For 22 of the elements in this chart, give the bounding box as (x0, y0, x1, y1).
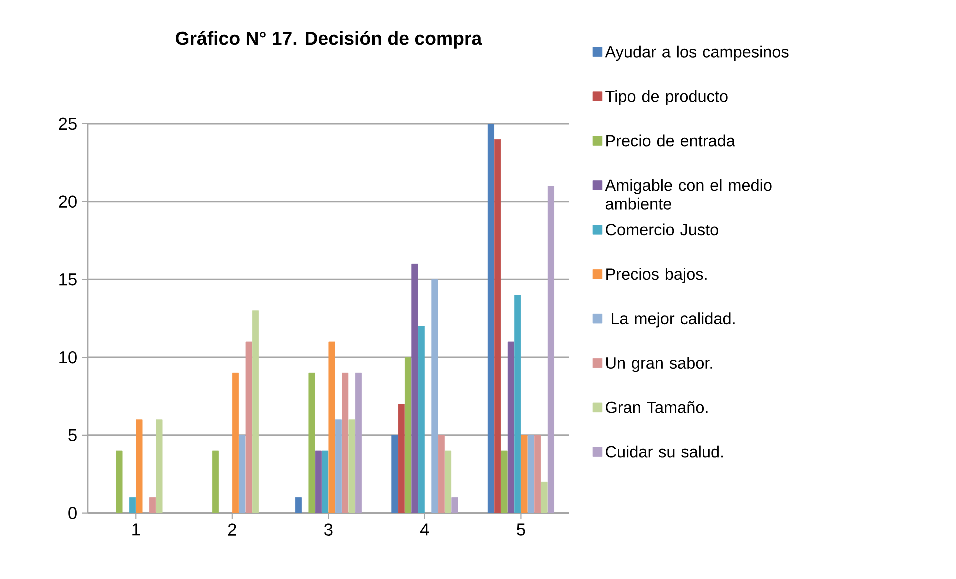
y-tick-label: 20 (59, 196, 77, 208)
y-tick-label: 25 (59, 118, 77, 130)
legend-label: Tipo de producto (606, 90, 728, 106)
legend-label: Ayudar a los campesinos (605, 46, 789, 62)
x-tick-label: 2 (228, 524, 236, 536)
legend-label: Cuidar su salud. (606, 446, 724, 458)
y-tick-label: 10 (60, 352, 77, 364)
x-tick-label: 5 (517, 524, 526, 536)
x-tick-label: 3 (324, 524, 333, 536)
x-tick-label: 1 (132, 524, 140, 536)
x-tick-label: 4 (420, 524, 430, 536)
legend-label: Un gran sabor. (606, 357, 712, 372)
legend-label: Gran Tamaño. (606, 402, 708, 414)
legend-label: La mejor calidad. (612, 312, 735, 328)
y-tick-label: 0 (68, 507, 77, 520)
legend-label: Precios bajos. (606, 268, 707, 284)
legend-label: Precio de entrada (606, 134, 736, 147)
y-tick-label: 15 (60, 274, 77, 286)
legend-label: Comercio Justo (606, 224, 718, 236)
legend-label: Amigable con el medio ambiente (605, 179, 772, 210)
y-tick-label: 5 (68, 430, 77, 442)
chart-title: Gráfico N° 17. Decisión de compra (176, 31, 482, 50)
